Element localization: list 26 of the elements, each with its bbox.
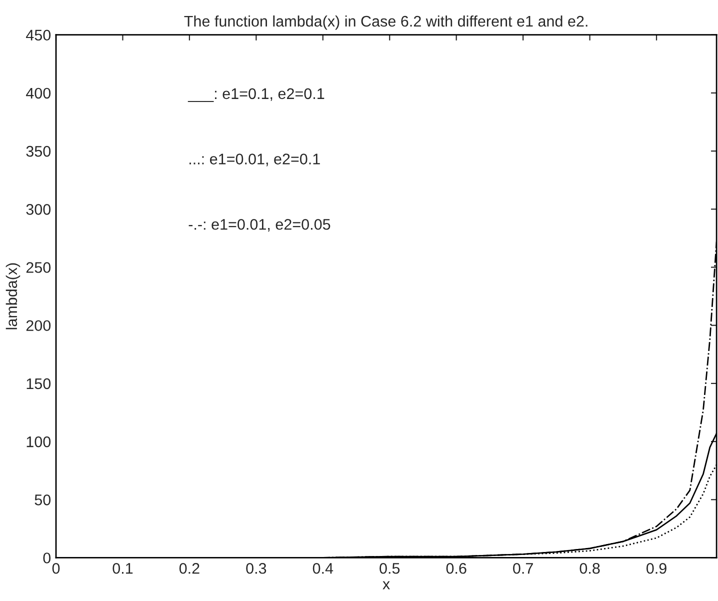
chart-title: The function lambda(x) in Case 6.2 with different e1 and e2. [184,15,588,30]
x-tick-label: 0.7 [513,562,533,574]
y-tick-label: 300 [26,204,51,215]
y-tick-label: 100 [26,436,51,448]
y-tick-label: 450 [26,30,51,41]
y-tick-label: 150 [26,378,51,390]
x-tick-label: 0.6 [446,562,466,574]
y-tick-label: 0 [43,552,51,564]
x-tick-label: 0.4 [312,562,334,574]
x-tick-label: 0.1 [112,562,133,574]
y-tick-label: 400 [26,88,51,99]
x-axis-title: x [382,581,390,590]
annotation: ___: e1=0.1, e2=0.1 [188,88,324,102]
x-tick-label: 0.9 [646,562,666,574]
y-tick-label: 250 [26,262,51,273]
y-tick-label: 200 [26,320,51,332]
x-tick-label: 0.2 [179,562,200,574]
y-axis-title: lambda(x) [6,263,20,330]
x-tick-label: 0 [52,562,60,574]
x-tick-label: 0.3 [246,562,266,574]
annotation: -.-: e1=0.01, e2=0.05 [188,218,330,232]
x-tick-label: 0.5 [380,562,400,574]
x-tick-label: 0.8 [580,562,600,574]
y-tick-label: 50 [34,494,51,506]
annotation: ...: e1=0.01, e2=0.1 [190,154,320,166]
y-tick-label: 350 [26,146,51,157]
